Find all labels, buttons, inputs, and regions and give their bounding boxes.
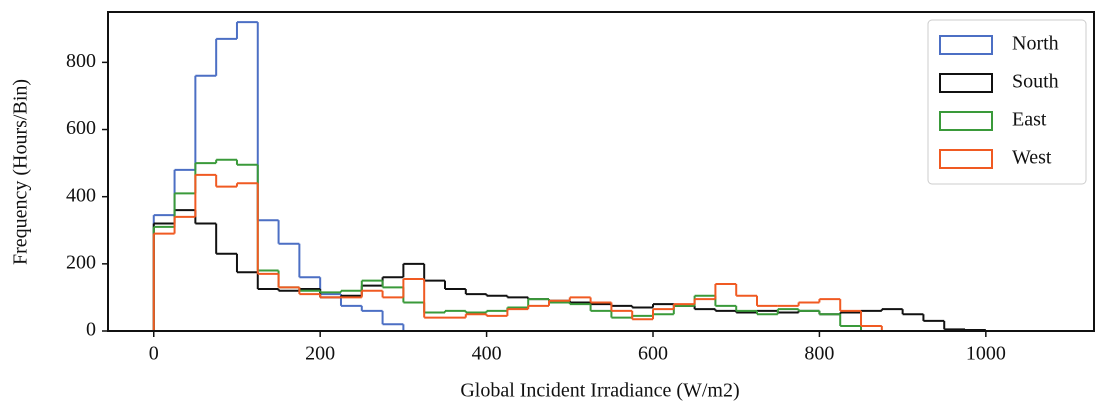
series	[152, 173, 986, 332]
legend-label: East	[1012, 109, 1047, 131]
legend-label: West	[1012, 147, 1052, 169]
series	[152, 158, 986, 332]
legend-label: North	[1012, 33, 1059, 55]
y-tick-label: 400	[66, 184, 96, 206]
x-tick-label: 1000	[966, 343, 1006, 365]
legend-swatch	[939, 111, 993, 131]
x-tick-label: 200	[305, 343, 335, 365]
plot-frame	[107, 11, 1095, 332]
x-tick-label: 400	[472, 343, 502, 365]
y-tick-label: 200	[66, 251, 96, 273]
x-axis-label: Global Incident Irradiance (W/m2)	[460, 380, 739, 402]
legend-swatch	[939, 149, 993, 169]
x-tick-label: 0	[149, 343, 159, 365]
y-tick-label: 0	[86, 319, 96, 341]
x-tick-label: 800	[804, 343, 834, 365]
legend-label: South	[1012, 71, 1059, 93]
legend-swatch	[939, 73, 993, 93]
legend-swatch	[939, 35, 993, 55]
y-tick-label: 600	[66, 117, 96, 139]
y-tick-label: 800	[66, 50, 96, 72]
legend-frame	[927, 19, 1087, 185]
x-tick-label: 600	[638, 343, 668, 365]
y-axis-label: Frequency (Hours/Bin)	[10, 79, 32, 265]
